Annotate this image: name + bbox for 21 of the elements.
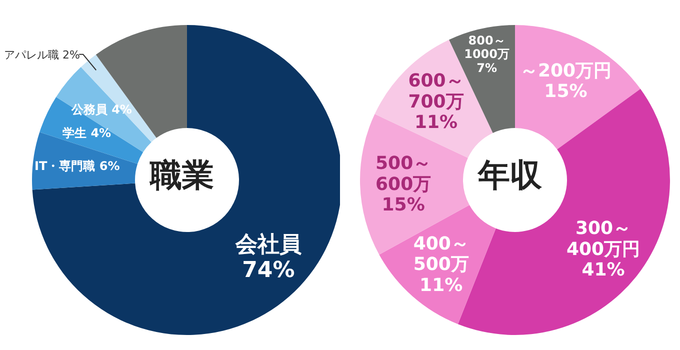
data-label: 15% xyxy=(382,194,425,216)
text: 職業 xyxy=(149,156,214,194)
donut-slice xyxy=(515,25,640,150)
slice-label: 800～1000万 xyxy=(464,33,510,62)
slice-label: アパレル職 2% xyxy=(4,48,80,62)
slice-label: 500～600万 xyxy=(376,153,432,195)
slice-label: 400～500万 xyxy=(413,233,469,276)
text: 年収 xyxy=(477,156,543,194)
donut-slice xyxy=(56,67,152,152)
slice-label: 600～700万 xyxy=(408,70,464,112)
slice-label: ～200万円 xyxy=(520,60,612,82)
slice-label: 学生 4% xyxy=(62,126,112,140)
data-label: 7% xyxy=(476,60,497,75)
data-label: 41% xyxy=(582,259,625,280)
data-label: 11% xyxy=(414,112,458,133)
slice-label: IT・専門職 6% xyxy=(34,159,120,174)
data-label: 74% xyxy=(242,258,295,283)
slice-label: 300～400万円 xyxy=(566,218,640,260)
slice-label: 会社員 xyxy=(234,232,302,258)
data-label: 11% xyxy=(420,274,463,296)
data-label: 15% xyxy=(544,81,588,102)
